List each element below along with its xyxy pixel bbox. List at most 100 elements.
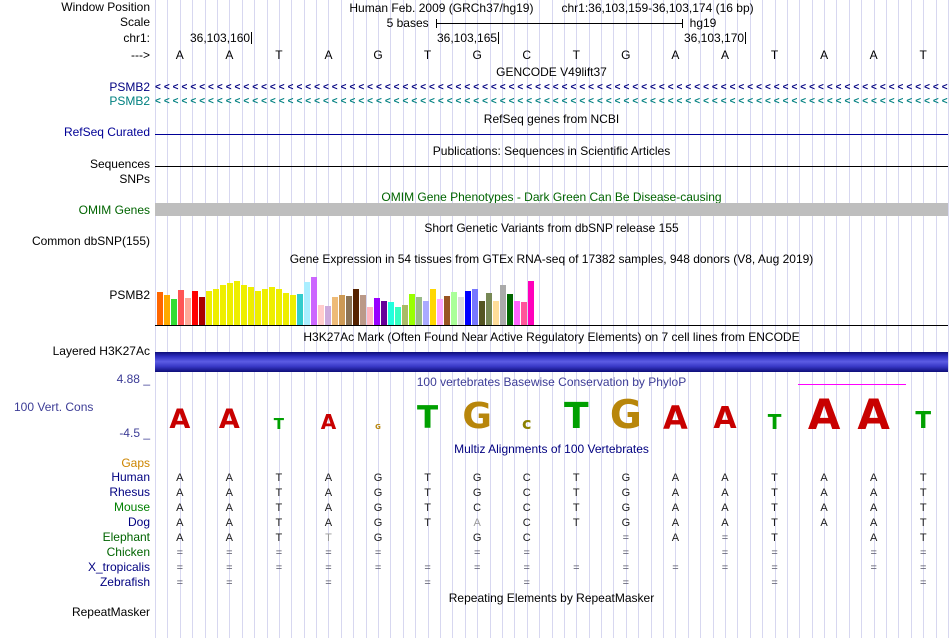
gtex-bar[interactable] bbox=[360, 295, 366, 325]
gtex-bar[interactable] bbox=[213, 289, 219, 325]
alignment-cell: T bbox=[771, 502, 778, 514]
alignment-cell: = bbox=[622, 532, 630, 544]
gtex-bar[interactable] bbox=[388, 302, 394, 325]
gtex-bar[interactable] bbox=[304, 282, 310, 325]
snps-label[interactable]: SNPs bbox=[119, 172, 150, 186]
sequences-label[interactable]: Sequences bbox=[89, 157, 150, 171]
gtex-bar[interactable] bbox=[178, 290, 184, 325]
gtex-bar[interactable] bbox=[269, 287, 275, 325]
species-label-zebrafish[interactable]: Zebrafish bbox=[99, 575, 150, 589]
gtex-bar[interactable] bbox=[192, 291, 198, 325]
gtex-bar[interactable] bbox=[227, 283, 233, 325]
gtex-bar-chart[interactable] bbox=[155, 274, 948, 325]
gtex-bar[interactable] bbox=[199, 297, 205, 325]
gene-label-psmb2-alt[interactable]: PSMB2 bbox=[109, 94, 150, 108]
gtex-bar[interactable] bbox=[206, 291, 212, 325]
gtex-bar[interactable] bbox=[444, 296, 450, 325]
gtex-bar[interactable] bbox=[318, 305, 324, 325]
refseq-curated-label[interactable]: RefSeq Curated bbox=[63, 125, 150, 139]
omim-genes-label[interactable]: OMIM Genes bbox=[78, 203, 150, 217]
scale-label: Scale bbox=[119, 15, 150, 29]
gtex-bar[interactable] bbox=[465, 291, 471, 325]
conservation-track-label[interactable]: 100 Vert. Cons bbox=[14, 400, 94, 414]
species-label-x_tropicalis[interactable]: X_tropicalis bbox=[87, 560, 150, 574]
gtex-bar[interactable] bbox=[311, 277, 317, 325]
logo-letter: A bbox=[169, 404, 191, 435]
gtex-bar[interactable] bbox=[458, 297, 464, 325]
gridline bbox=[749, 0, 751, 638]
gtex-bar[interactable] bbox=[514, 301, 520, 325]
sequences-line[interactable] bbox=[155, 166, 948, 167]
gtex-bar[interactable] bbox=[472, 289, 478, 325]
species-label-chicken[interactable]: Chicken bbox=[106, 545, 150, 559]
gtex-gene-label[interactable]: PSMB2 bbox=[109, 288, 150, 302]
gtex-bar[interactable] bbox=[290, 295, 296, 325]
gtex-bar[interactable] bbox=[402, 305, 408, 325]
gtex-bar[interactable] bbox=[164, 295, 170, 325]
gtex-bar[interactable] bbox=[451, 292, 457, 325]
alignment-row-zebrafish[interactable]: = = = = = = = = bbox=[155, 576, 948, 591]
gtex-bar[interactable] bbox=[423, 301, 429, 325]
gtex-bar[interactable] bbox=[332, 297, 338, 325]
gene-label-psmb2[interactable]: PSMB2 bbox=[109, 80, 150, 94]
gtex-bar[interactable] bbox=[381, 301, 387, 325]
gtex-bar[interactable] bbox=[528, 281, 534, 325]
gtex-bar[interactable] bbox=[346, 296, 352, 325]
gtex-bar[interactable] bbox=[185, 298, 191, 325]
gtex-bar[interactable] bbox=[486, 293, 492, 325]
common-dbsnp-label[interactable]: Common dbSNP(155) bbox=[31, 234, 150, 248]
gtex-bar[interactable] bbox=[157, 292, 163, 325]
species-label-rhesus[interactable]: Rhesus bbox=[109, 485, 150, 499]
gtex-bar[interactable] bbox=[507, 294, 513, 325]
gtex-bar[interactable] bbox=[409, 294, 415, 325]
gtex-bar[interactable] bbox=[325, 306, 331, 325]
gtex-bar[interactable] bbox=[241, 285, 247, 325]
alignment-row-elephant[interactable]: A A T T G G C = A = T A T bbox=[155, 531, 948, 546]
gene-psmb2-track[interactable]: <<<<<<<<<<<<<<<<<<<<<<<<<<<<<<<<<<<<<<<<… bbox=[155, 82, 948, 93]
gtex-bar[interactable] bbox=[493, 301, 499, 325]
gtex-bar[interactable] bbox=[395, 307, 401, 325]
gtex-bar[interactable] bbox=[430, 289, 436, 325]
gtex-bar[interactable] bbox=[353, 289, 359, 325]
alignment-cell: T bbox=[919, 532, 927, 544]
omim-gene-bar[interactable] bbox=[155, 203, 948, 216]
species-label-mouse[interactable]: Mouse bbox=[113, 500, 150, 514]
gtex-bar[interactable] bbox=[234, 281, 240, 325]
gene-psmb2-alt-track[interactable]: <<<<<<<<<<<<<<<<<<<<<<<<<<<<<<<<<<<<<<<<… bbox=[155, 96, 948, 107]
gtex-bar[interactable] bbox=[374, 298, 380, 325]
gtex-bar[interactable] bbox=[521, 302, 527, 325]
gtex-bar[interactable] bbox=[283, 293, 289, 325]
gtex-bar[interactable] bbox=[479, 301, 485, 325]
alignment-row-x_tropicalis[interactable]: = = = = = = = = = = = = = = = bbox=[155, 561, 948, 576]
gtex-bar[interactable] bbox=[297, 294, 303, 325]
gtex-bar[interactable] bbox=[416, 297, 422, 325]
gtex-bar[interactable] bbox=[437, 299, 443, 325]
gtex-bar[interactable] bbox=[339, 295, 345, 325]
gtex-bar[interactable] bbox=[500, 285, 506, 325]
gtex-bar[interactable] bbox=[262, 289, 268, 325]
h3k27ac-signal-bar[interactable] bbox=[155, 352, 948, 372]
species-label-dog[interactable]: Dog bbox=[127, 515, 150, 529]
logo-letter: c bbox=[521, 414, 532, 433]
layered-h3k27ac-label[interactable]: Layered H3K27Ac bbox=[52, 344, 150, 358]
alignment-cell bbox=[552, 546, 602, 561]
gtex-bar[interactable] bbox=[248, 287, 254, 325]
gtex-bar[interactable] bbox=[367, 307, 373, 325]
gtex-bar[interactable] bbox=[255, 291, 261, 325]
gtex-bar[interactable] bbox=[276, 289, 282, 325]
gtex-bar[interactable] bbox=[220, 285, 226, 325]
gtex-bar[interactable] bbox=[171, 299, 177, 325]
refseq-gene-line[interactable] bbox=[155, 134, 948, 135]
repeatmasker-label[interactable]: RepeatMasker bbox=[71, 605, 150, 619]
chrom-label: chr1: bbox=[123, 31, 150, 45]
species-label-elephant[interactable]: Elephant bbox=[102, 530, 150, 544]
alignment-row-chicken[interactable]: = = = = = = = = = = = = bbox=[155, 546, 948, 561]
gaps-label[interactable]: Gaps bbox=[121, 456, 150, 470]
species-label-human[interactable]: Human bbox=[111, 470, 150, 484]
